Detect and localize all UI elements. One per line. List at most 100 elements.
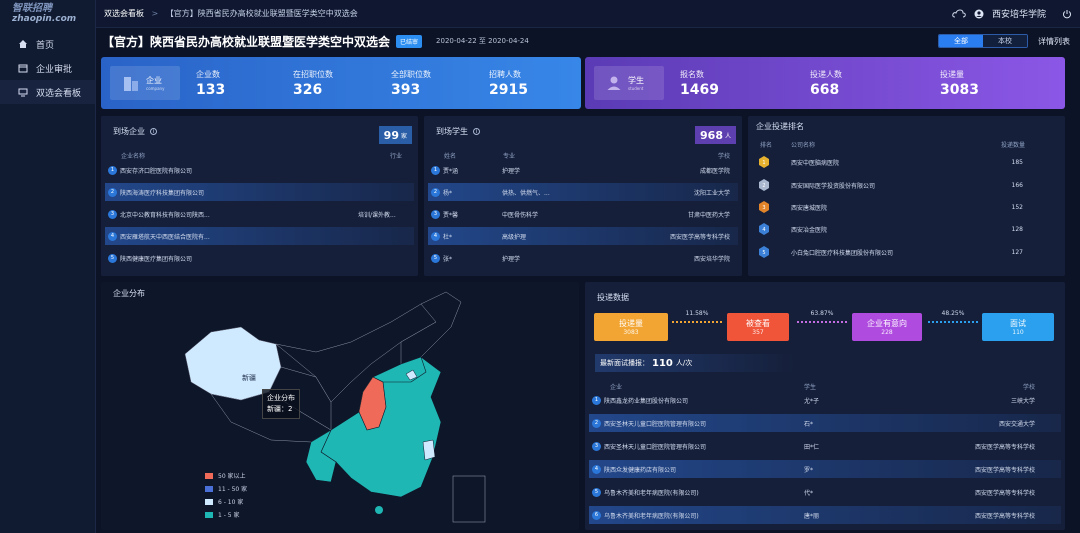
- map-tooltip: 企业分布 新疆：2: [262, 389, 300, 419]
- panel-title-text: 到场学生: [436, 127, 468, 136]
- breadcrumb-current: 【官方】陕西省民办高校就业联盟暨医学类空中双选会: [165, 9, 358, 18]
- company-name: 陕西海涛医疗科技集团有限公司: [120, 189, 205, 197]
- south-sea-inset: [452, 475, 486, 523]
- map-region-northeast: [400, 291, 462, 365]
- svg-text:2: 2: [762, 183, 765, 189]
- funnel-rate-3: 48.25%: [928, 310, 978, 323]
- row-number: 1: [431, 165, 440, 175]
- stat-value: 2915: [489, 82, 528, 98]
- info-icon[interactable]: i: [150, 128, 157, 135]
- svg-text:3: 3: [762, 205, 765, 211]
- count-value: 99: [383, 128, 399, 142]
- count-value: 968: [700, 128, 723, 142]
- rate-arrow: [672, 321, 722, 323]
- row-number: 3: [592, 441, 601, 451]
- delivery-count: 127: [1011, 248, 1023, 256]
- breadcrumb-root[interactable]: 双选会看板: [104, 9, 144, 18]
- stat-open-positions: 在招职位数 326: [293, 69, 333, 98]
- table-row[interactable]: 4 杜* 高级护理 西安医学高等专科学校: [428, 227, 738, 245]
- info-icon[interactable]: i: [473, 128, 480, 135]
- company-name: 乌鲁木齐美和老年病医院(有限公司): [604, 489, 699, 497]
- funnel-label: 面试: [1010, 319, 1026, 328]
- row-number: 4: [108, 231, 117, 241]
- table-row[interactable]: 2 陕西海涛医疗科技集团有限公司: [105, 183, 414, 201]
- rate-label: 11.58%: [685, 310, 709, 317]
- detail-list-link[interactable]: 详情列表: [1038, 36, 1070, 46]
- stat-key: 企业数: [196, 70, 220, 79]
- interview-count: 110: [652, 357, 673, 369]
- company-name: 陕西众发健康药店有限公司: [604, 466, 677, 474]
- scope-school-button[interactable]: 本校: [983, 35, 1027, 47]
- stat-applicants: 投递人数 668: [810, 69, 842, 98]
- funnel-value: 3083: [623, 329, 639, 336]
- company-name: 小白兔口腔医疗科技集团股份有限公司: [791, 249, 894, 257]
- rank-row[interactable]: 5 小白兔口腔医疗科技集团股份有限公司 127: [758, 243, 1061, 261]
- sidebar-item-home[interactable]: 首页: [0, 32, 95, 56]
- funnel-label: 被查看: [746, 319, 770, 328]
- funnel-value: 228: [881, 329, 893, 336]
- table-row[interactable]: 3 西安圣林天儿童口腔医院管理有限公司 田*仁 西安医学高等专科学校: [589, 437, 1061, 455]
- cloud-download-icon[interactable]: [952, 8, 966, 19]
- legend-item[interactable]: 11 - 50 家: [205, 482, 247, 495]
- student-label: 学生: [628, 76, 644, 85]
- delivery-count: 128: [1011, 225, 1023, 233]
- table-row[interactable]: 4 西安雁塔航天中西医结合医院有...: [105, 227, 414, 245]
- table-row[interactable]: 2 西安圣林天儿童口腔医院管理有限公司 石* 西安交通大学: [589, 414, 1061, 432]
- table-row[interactable]: 6 乌鲁木齐美和老年病医院(有限公司) 唐*丽 西安医学高等专科学校: [589, 506, 1061, 524]
- panel-title-text: 到场企业: [113, 127, 145, 136]
- table-row[interactable]: 1 西安存济口腔医院有限公司: [105, 161, 414, 179]
- rank-row[interactable]: 2 西安国际医学投资股份有限公司 166: [758, 176, 1061, 194]
- table-row[interactable]: 1 陕西鑫龙药业集团股份有限公司 尤*子 三峡大学: [589, 391, 1061, 409]
- stat-key: 招聘人数: [489, 70, 521, 79]
- sidebar-item-dashboard[interactable]: 双选会看板: [0, 80, 95, 104]
- sidebar-item-company-approval[interactable]: 企业审批: [0, 56, 95, 80]
- table-row[interactable]: 5 陕西健康医疗集团有限公司: [105, 249, 414, 267]
- svg-text:1: 1: [762, 160, 765, 166]
- sidebar: 智联招聘 zhaopin.com 首页 企业审批 双选会看板: [0, 0, 96, 533]
- delivery-count: 185: [1011, 158, 1023, 166]
- student-major: 护理学: [502, 255, 521, 263]
- delivery-rank-panel: 企业投递排名 排名 公司名称 投递数量 1 西安中医脑病医院 185 2 西安国…: [748, 116, 1065, 276]
- scope-all-button[interactable]: 全部: [939, 35, 983, 47]
- table-row[interactable]: 3 贾*馨 中医骨伤科学 甘肃中医药大学: [428, 205, 738, 223]
- column-header-student: 学生: [804, 384, 817, 391]
- table-row[interactable]: 5 张* 护理学 西安培华学院: [428, 249, 738, 267]
- interview-unit: 人/次: [675, 359, 693, 367]
- student-name: 杜*: [443, 233, 453, 241]
- table-row[interactable]: 5 乌鲁木齐美和老年病医院(有限公司) 代* 西安医学高等专科学校: [589, 483, 1061, 501]
- company-label: 企业: [146, 76, 162, 85]
- legend-item[interactable]: 6 - 10 家: [205, 495, 247, 508]
- svg-text:4: 4: [762, 227, 765, 233]
- brand-logo: 智联招聘 zhaopin.com: [0, 0, 95, 30]
- funnel-rate-2: 63.87%: [797, 310, 847, 323]
- svg-text:5: 5: [762, 250, 765, 256]
- table-row[interactable]: 1 贾*涵 护理学 成都医学院: [428, 161, 738, 179]
- stat-value: 3083: [940, 82, 979, 98]
- stat-key: 在招职位数: [293, 70, 333, 79]
- column-header-school: 学校: [717, 153, 730, 160]
- rank-row[interactable]: 3 西安唐城医院 152: [758, 198, 1061, 216]
- row-number: 2: [431, 187, 440, 197]
- table-row[interactable]: 2 杨* 供热、供燃气、... 沈阳工业大学: [428, 183, 738, 201]
- student-name: 田*仁: [804, 443, 820, 451]
- legend-item[interactable]: 1 - 5 家: [205, 508, 247, 521]
- legend-item[interactable]: 50 家以上: [205, 469, 247, 482]
- legend-label: 50 家以上: [218, 473, 246, 480]
- stat-value: 668: [810, 82, 840, 98]
- column-header-industry: 行业: [389, 153, 402, 160]
- rank-row[interactable]: 1 西安中医脑病医院 185: [758, 153, 1061, 171]
- row-number: 3: [108, 209, 117, 219]
- arrived-companies-title: 到场企业 i: [113, 126, 157, 137]
- delivery-data-title: 投递数据: [597, 293, 629, 302]
- company-name: 西安存济口腔医院有限公司: [120, 167, 193, 175]
- student-school: 西安交通大学: [998, 420, 1035, 428]
- legend-swatch: [205, 472, 213, 479]
- breadcrumb-separator: >: [151, 9, 159, 18]
- student-name: 张*: [443, 255, 453, 263]
- power-icon[interactable]: [1062, 9, 1072, 19]
- user-name[interactable]: 西安培华学院: [991, 10, 1046, 20]
- table-row[interactable]: 3 北京中公教育科技有限公司陕西... 培训/课外教...: [105, 205, 414, 223]
- rank-row[interactable]: 4 西安冶金医院 128: [758, 220, 1061, 238]
- table-row[interactable]: 4 陕西众发健康药店有限公司 罗* 西安医学高等专科学校: [589, 460, 1061, 478]
- company-name: 西安冶金医院: [791, 226, 828, 234]
